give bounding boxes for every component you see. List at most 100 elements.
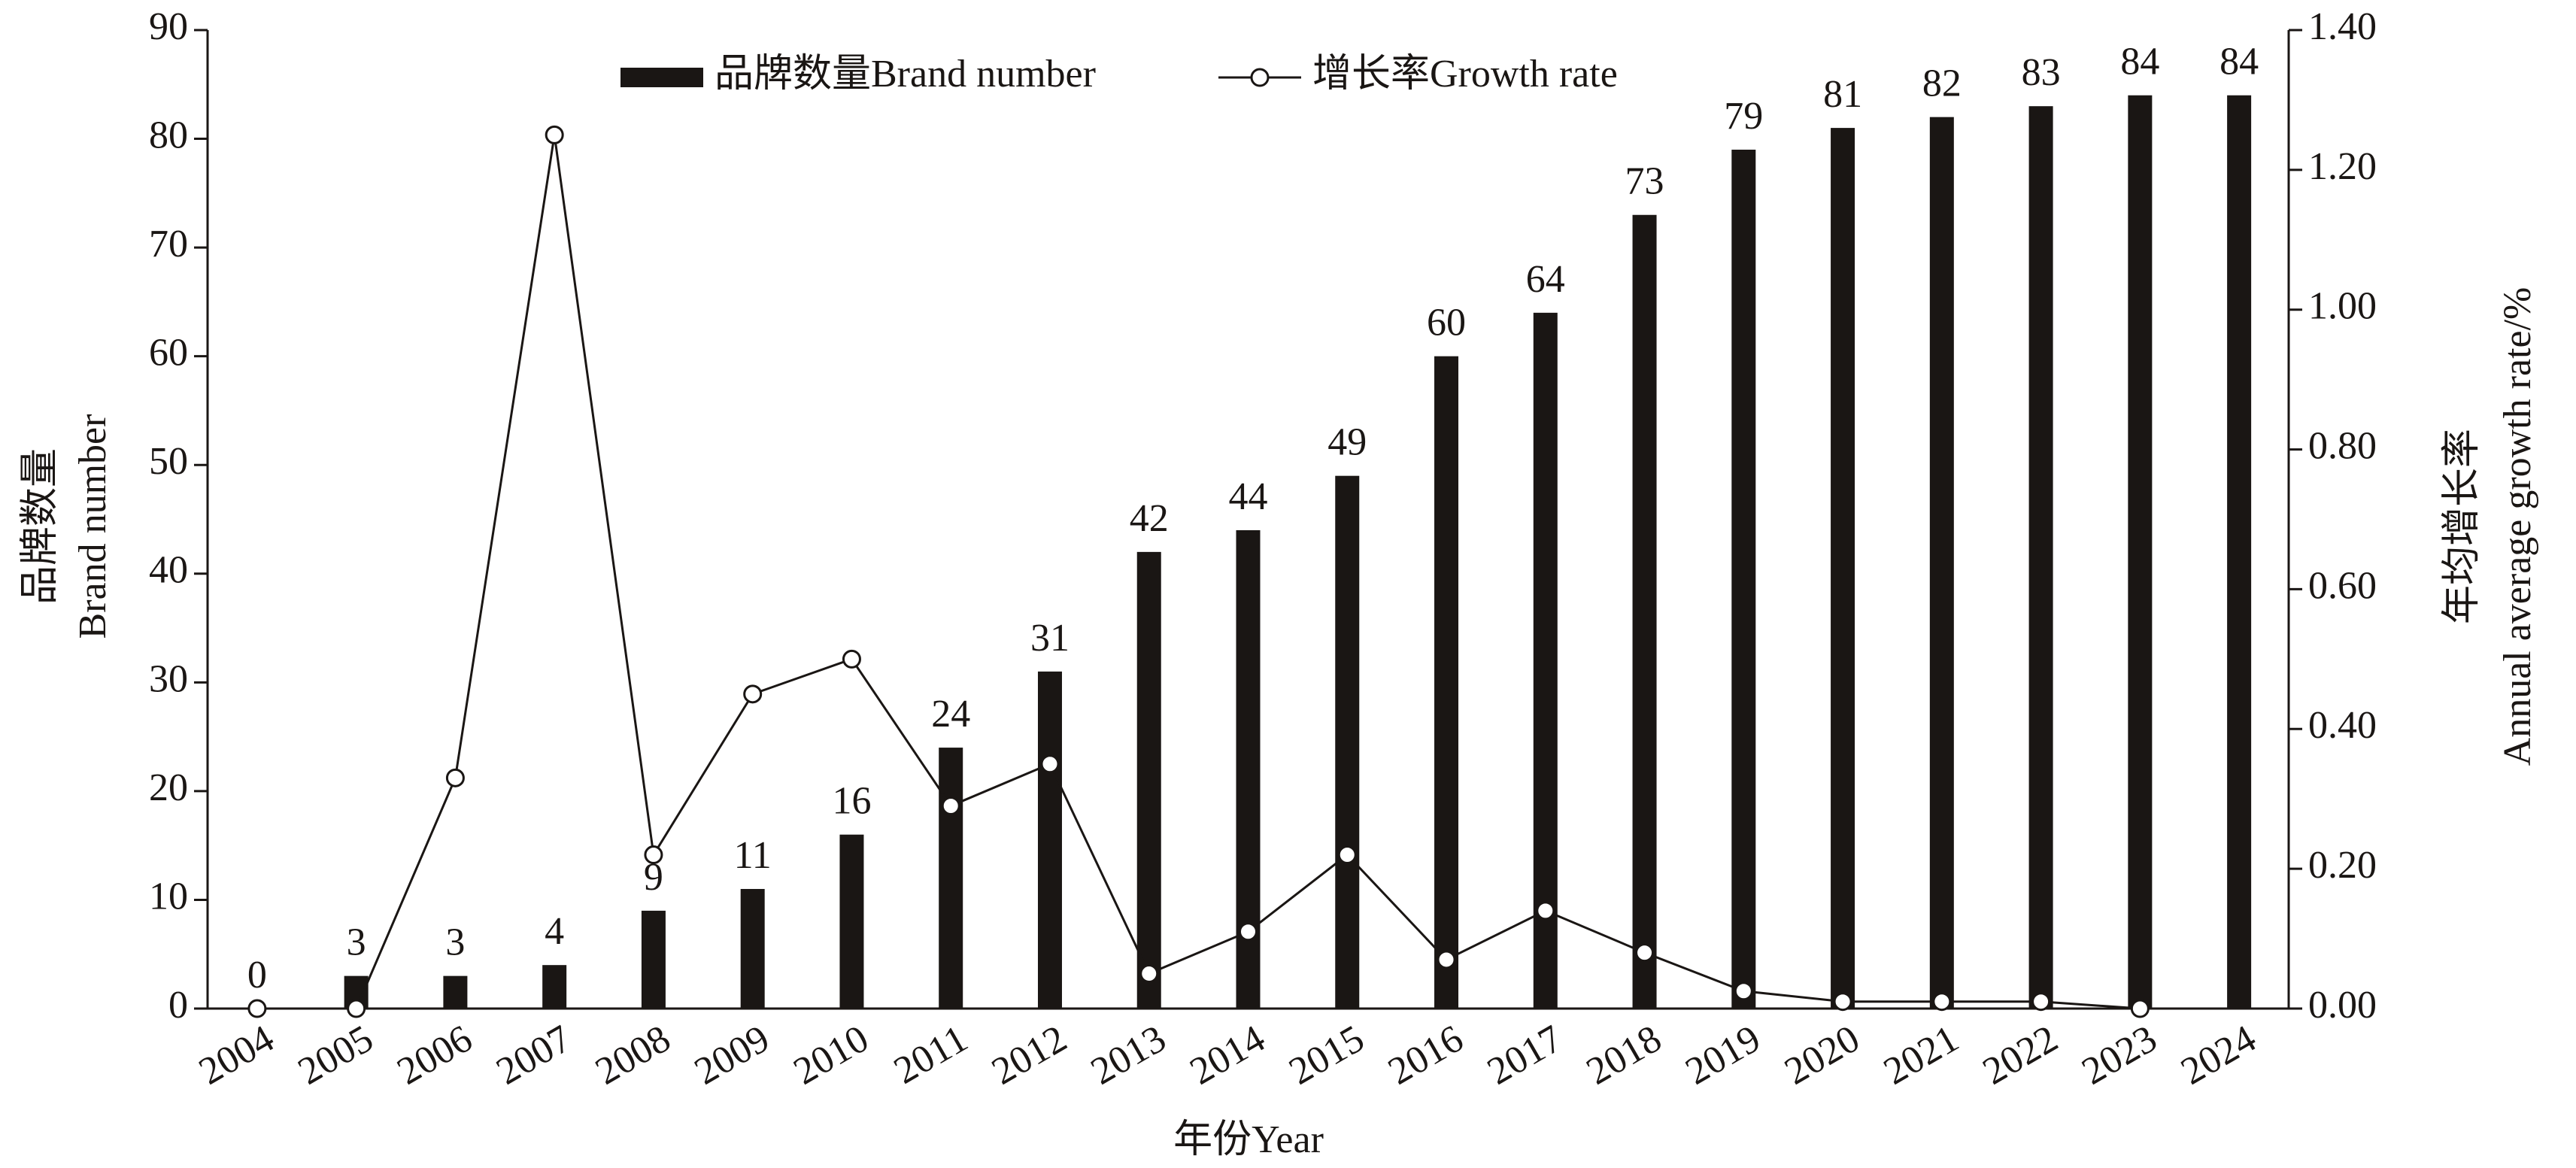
y-tick-label: 80 — [149, 114, 188, 156]
y2-tick-label: 1.20 — [2308, 145, 2377, 188]
line-point — [644, 845, 663, 865]
line-point — [1337, 845, 1357, 865]
x-tick-label: 2022 — [1976, 1017, 2065, 1093]
data-label: 4 — [545, 910, 564, 953]
line-point — [842, 649, 861, 669]
data-label: 82 — [1922, 62, 1962, 105]
y2-tick-label: 1.00 — [2308, 285, 2377, 328]
x-tick-label: 2011 — [887, 1017, 975, 1092]
x-tick-label: 2007 — [490, 1017, 579, 1093]
y2-tick-label: 0.00 — [2308, 984, 2377, 1027]
x-tick-label: 2018 — [1579, 1017, 1669, 1093]
line-point — [2130, 999, 2150, 1018]
y2-axis-title: Annual average growth rate/% — [2496, 287, 2539, 766]
y-tick-label: 70 — [149, 223, 188, 265]
line-point — [1635, 943, 1655, 963]
y-tick-label: 10 — [149, 875, 188, 918]
x-tick-label: 2020 — [1777, 1017, 1867, 1093]
y-axis-title: 品牌数量 — [19, 448, 62, 605]
x-tick-label: 2008 — [588, 1017, 678, 1093]
data-label: 24 — [931, 693, 970, 736]
data-label: 31 — [1030, 617, 1070, 660]
bar — [1632, 214, 1657, 1009]
bar — [1731, 150, 1756, 1009]
line-point — [347, 999, 366, 1018]
bar — [2227, 95, 2252, 1009]
line-point — [1139, 964, 1159, 984]
line-point — [941, 796, 960, 816]
x-tick-label: 2004 — [192, 1017, 281, 1093]
data-label: 3 — [445, 921, 465, 964]
y2-tick-label: 1.40 — [2308, 5, 2377, 48]
y2-tick-label: 0.80 — [2308, 425, 2377, 468]
y-tick-label: 40 — [149, 549, 188, 592]
y2-tick-label: 0.40 — [2308, 704, 2377, 747]
legend-label: 增长率Growth rate — [1312, 53, 1618, 96]
y2-axis-title: 年均增长率 — [2441, 429, 2483, 624]
bar — [1533, 312, 1558, 1009]
legend-swatch — [620, 68, 703, 87]
y2-tick-label: 0.20 — [2308, 844, 2377, 887]
data-label: 79 — [1724, 95, 1763, 138]
line-point — [1239, 922, 1258, 942]
data-label: 0 — [247, 954, 267, 997]
y-tick-label: 0 — [168, 984, 188, 1027]
x-tick-label: 2015 — [1282, 1017, 1372, 1093]
line-point — [1932, 992, 1952, 1012]
line-point — [1437, 950, 1456, 969]
bar — [443, 975, 468, 1009]
growth-line — [256, 135, 2141, 1010]
x-tick-label: 2005 — [291, 1017, 381, 1093]
data-label: 81 — [1823, 73, 1862, 116]
line-point — [1040, 754, 1060, 774]
line-point — [2031, 992, 2051, 1012]
bar — [1136, 551, 1161, 1009]
data-label: 49 — [1327, 421, 1367, 464]
data-label: 3 — [347, 921, 366, 964]
data-label: 84 — [2219, 41, 2259, 83]
data-label: 42 — [1130, 497, 1169, 540]
bar — [839, 834, 864, 1009]
y2-tick-label: 0.60 — [2308, 564, 2377, 607]
line-point — [247, 999, 267, 1018]
legend-label: 品牌数量Brand number — [715, 53, 1096, 96]
data-label: 16 — [832, 780, 871, 823]
bar — [1831, 128, 1855, 1009]
line-point — [1833, 992, 1852, 1012]
line-point — [445, 768, 465, 787]
y-tick-label: 50 — [149, 440, 188, 483]
x-tick-label: 2006 — [390, 1017, 480, 1093]
x-tick-label: 2024 — [2174, 1017, 2264, 1093]
bar — [740, 888, 765, 1009]
data-label: 73 — [1625, 160, 1664, 203]
line-point — [545, 125, 564, 144]
x-tick-label: 2021 — [1877, 1017, 1966, 1093]
data-label: 64 — [1526, 258, 1565, 301]
y-tick-label: 20 — [149, 766, 188, 809]
y-tick-label: 60 — [149, 332, 188, 375]
data-label: 60 — [1427, 302, 1466, 344]
bar — [1037, 671, 1062, 1009]
y-axis-title: Brand number — [71, 414, 114, 639]
x-tick-label: 2016 — [1381, 1017, 1470, 1093]
data-label: 11 — [734, 834, 772, 877]
line-point — [743, 684, 763, 704]
bar — [641, 910, 666, 1009]
y-tick-label: 90 — [149, 5, 188, 48]
bar — [2128, 95, 2153, 1009]
bar — [2028, 106, 2053, 1009]
bar — [1434, 356, 1459, 1009]
x-tick-label: 2023 — [2075, 1017, 2165, 1093]
x-tick-label: 2012 — [985, 1017, 1074, 1093]
x-tick-label: 2010 — [787, 1017, 876, 1093]
line-point — [1536, 901, 1555, 921]
data-label: 84 — [2120, 41, 2159, 83]
data-label: 44 — [1229, 475, 1268, 518]
x-tick-label: 2013 — [1084, 1017, 1173, 1093]
data-label: 83 — [2022, 51, 2061, 94]
bar — [1929, 117, 1954, 1009]
x-tick-label: 2019 — [1679, 1017, 1768, 1093]
x-axis-title: 年份Year — [1173, 1118, 1324, 1161]
y-tick-label: 30 — [149, 657, 188, 700]
